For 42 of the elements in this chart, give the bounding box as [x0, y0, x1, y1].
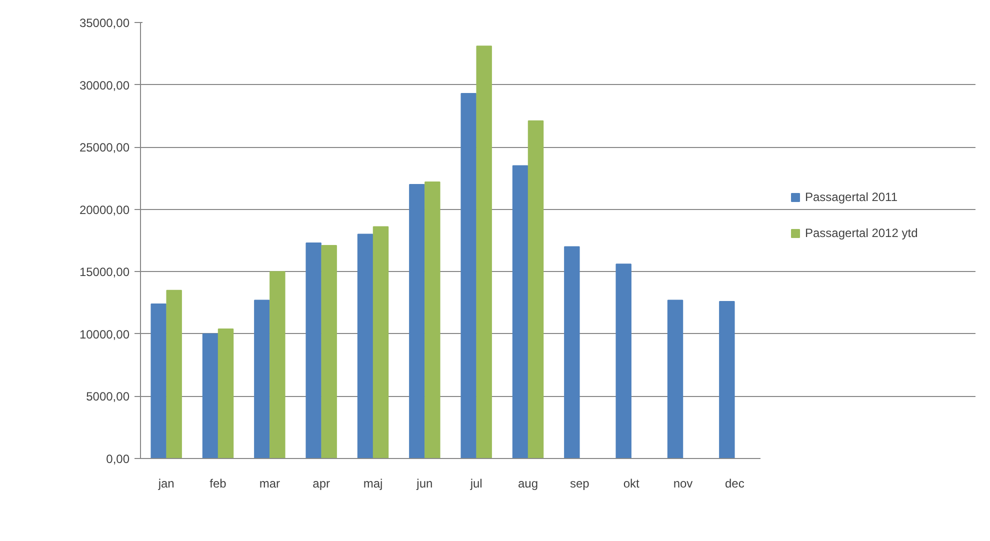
x-tick-label: feb — [210, 476, 227, 490]
bar — [270, 271, 286, 458]
bar — [424, 181, 440, 458]
y-tick-label: 25000,00 — [79, 140, 130, 155]
x-tick-label: jul — [469, 476, 482, 490]
bar — [667, 300, 684, 458]
bar — [476, 46, 492, 458]
bar — [166, 290, 182, 458]
y-tick-label: 5000,00 — [86, 390, 130, 404]
bar — [306, 242, 322, 458]
x-tick-label: dec — [724, 476, 744, 490]
legend-label: Passagertal 2011 — [805, 190, 898, 204]
x-tick-label: nov — [673, 476, 693, 490]
bar — [616, 264, 632, 458]
bar — [512, 165, 528, 458]
bar — [564, 246, 580, 458]
bar — [460, 93, 476, 458]
y-tick-label: 0,00 — [106, 452, 130, 466]
x-tick-label: aug — [518, 476, 538, 490]
y-tick-label: 30000,00 — [79, 78, 130, 92]
x-tick-label: jun — [416, 476, 433, 490]
bar — [372, 226, 389, 458]
x-tick-label: maj — [363, 476, 383, 490]
y-tick-label: 10000,00 — [79, 327, 130, 342]
legend-label: Passagertal 2012 ytd — [805, 226, 918, 240]
bar — [202, 333, 218, 458]
x-tick-label: mar — [259, 476, 280, 490]
x-tick-label: jan — [157, 476, 174, 490]
bar — [150, 304, 166, 458]
x-tick-label: sep — [570, 476, 590, 490]
bar — [357, 234, 374, 458]
bar — [218, 328, 234, 458]
y-tick-label: 15000,00 — [79, 265, 130, 280]
bar — [321, 244, 337, 458]
y-tick-label: 35000,00 — [79, 16, 130, 30]
x-tick-label: okt — [623, 476, 640, 490]
x-tick-label: apr — [312, 476, 330, 490]
bar — [409, 184, 425, 458]
bar — [719, 301, 735, 458]
bar — [254, 300, 270, 458]
y-tick-label: 20000,00 — [79, 202, 130, 217]
bar — [528, 120, 544, 458]
